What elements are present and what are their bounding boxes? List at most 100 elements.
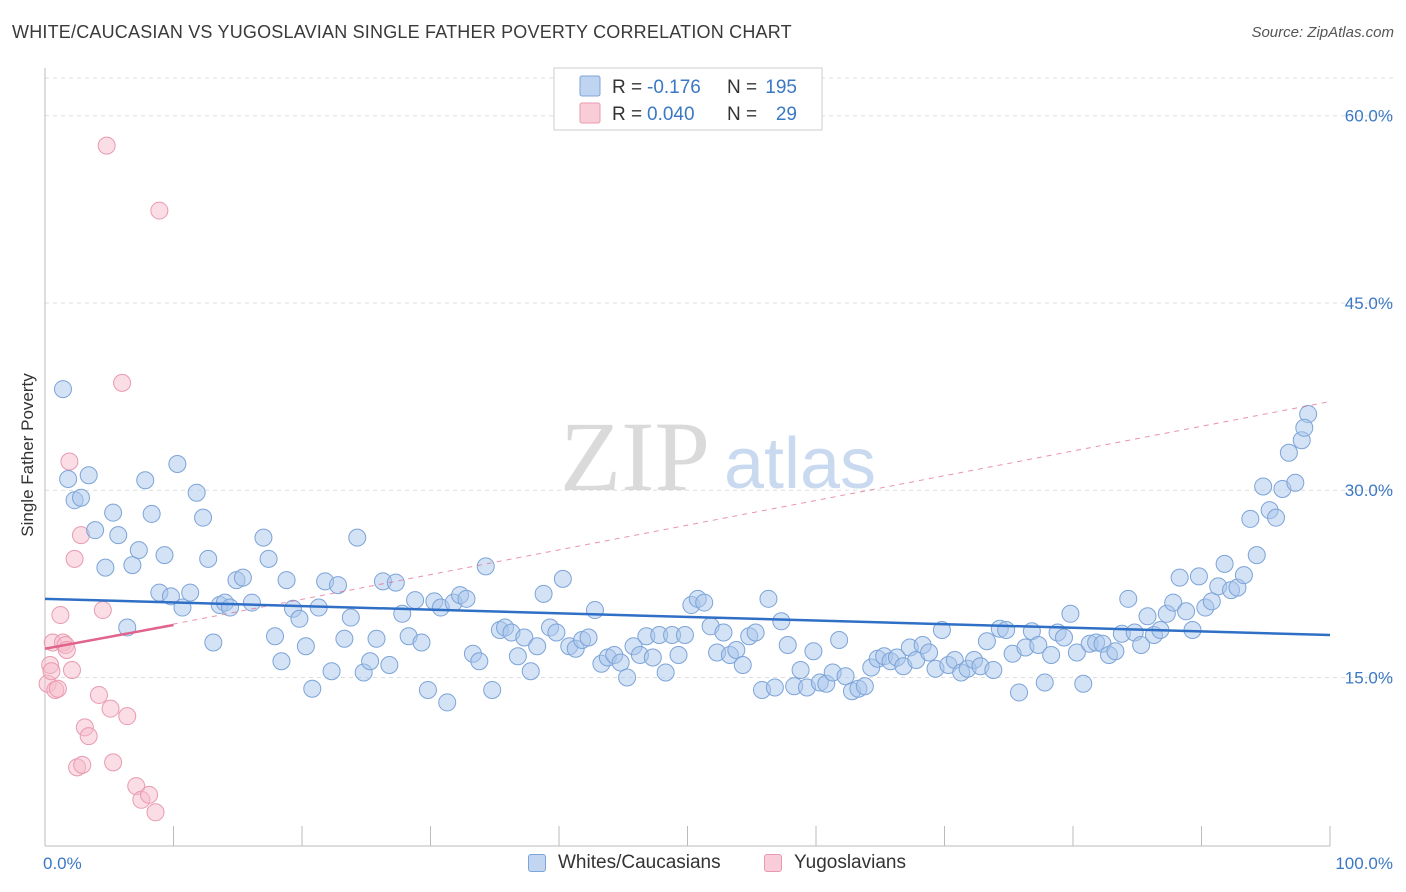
white-point: [1170, 568, 1189, 587]
white-point: [470, 652, 489, 671]
white-point: [643, 648, 662, 667]
yugoslavian-point: [62, 660, 81, 679]
yugoslavian-point: [104, 753, 123, 772]
x-tick-label: 0.0%: [43, 854, 82, 873]
white-point: [290, 609, 309, 628]
white-point: [406, 591, 425, 610]
yugoslavian-point: [79, 727, 98, 746]
white-point: [1177, 602, 1196, 621]
white-point: [579, 628, 598, 647]
yugoslavian-point: [118, 707, 137, 726]
white-point: [136, 471, 155, 490]
legend-swatch-pink: [579, 102, 601, 124]
white-point: [791, 660, 810, 679]
white-point: [695, 593, 714, 612]
white-point: [977, 632, 996, 651]
white-point: [1010, 683, 1029, 702]
white-point: [1055, 628, 1074, 647]
white-point: [476, 557, 495, 576]
legend-n-label: N =: [727, 104, 757, 125]
white-point: [1061, 604, 1080, 623]
white-point: [1295, 418, 1314, 437]
white-point: [1067, 643, 1086, 662]
white-point: [1267, 508, 1286, 527]
white-point: [96, 558, 115, 577]
white-point: [669, 645, 688, 664]
white-point: [997, 621, 1016, 640]
white-point: [254, 528, 273, 547]
white-point: [59, 469, 78, 488]
white-point: [920, 643, 939, 662]
white-point: [266, 627, 285, 646]
bottom-legend-label: Whites/Caucasians: [558, 852, 721, 873]
legend-r-label: R =: [612, 104, 642, 125]
bottom-legend-item-whites: Whites/Caucasians: [528, 852, 721, 874]
white-trend-line: [44, 597, 1331, 637]
white-point: [553, 569, 572, 588]
axes: [44, 68, 1331, 847]
yugoslavian-point: [113, 373, 132, 392]
white-point: [1241, 509, 1260, 528]
yugoslavian-trend-line: [44, 623, 174, 650]
white-point: [155, 546, 174, 565]
white-point: [932, 621, 951, 640]
white-point: [335, 629, 354, 648]
white-point: [483, 680, 502, 699]
source-label: Source: ZipAtlas.com: [1251, 24, 1394, 41]
white-point: [830, 631, 849, 650]
white-point: [1189, 567, 1208, 586]
white-point: [1119, 589, 1138, 608]
watermark-atlas: atlas: [724, 424, 876, 504]
white-point: [528, 637, 547, 656]
white-point: [221, 598, 240, 617]
white-point: [1132, 636, 1151, 655]
white-point: [86, 521, 105, 540]
white-point: [129, 541, 148, 560]
bottom-legend-label: Yugoslavians: [794, 852, 906, 873]
yugoslavians-points: [38, 136, 169, 822]
y-tick-label: 60.0%: [1345, 107, 1393, 126]
white-point: [547, 623, 566, 642]
white-point: [515, 628, 534, 647]
y-tick-label: 30.0%: [1345, 481, 1393, 500]
white-point: [322, 662, 341, 681]
white-point: [367, 629, 386, 648]
yugoslavian-point: [51, 606, 70, 625]
white-point: [303, 679, 322, 698]
white-point: [836, 667, 855, 686]
legend-swatch-blue: [579, 75, 601, 97]
white-point: [348, 528, 367, 547]
legend-r-value: 0.040: [647, 104, 695, 125]
white-point: [71, 488, 90, 507]
white-point: [1202, 592, 1221, 611]
white-point: [168, 454, 187, 473]
white-point: [611, 653, 630, 672]
watermark-zip: ZIP: [560, 401, 710, 512]
watermark: ZIP atlas: [560, 401, 876, 512]
trend-lines: [44, 401, 1331, 650]
bottom-legend-swatch-blue: [528, 854, 546, 872]
white-point: [438, 693, 457, 712]
white-point: [296, 637, 315, 656]
y-tick-label: 15.0%: [1345, 668, 1393, 687]
white-point: [508, 647, 527, 666]
white-point: [1106, 642, 1125, 661]
white-point: [765, 678, 784, 697]
yugoslavian-point: [101, 699, 120, 718]
legend: R = -0.176 N = 195 R = 0.040 N = 29: [553, 67, 823, 131]
yugoslavian-point: [48, 679, 67, 698]
white-point: [1074, 674, 1093, 693]
yugoslavian-point: [97, 136, 116, 155]
x-tick-label: 100.0%: [1335, 854, 1393, 873]
chart-title: WHITE/CAUCASIAN VS YUGOSLAVIAN SINGLE FA…: [12, 22, 792, 42]
tick-labels: 15.0% 30.0% 45.0% 60.0% 0.0% 100.0%: [43, 107, 1393, 873]
white-point: [233, 568, 252, 587]
white-point: [1042, 645, 1061, 664]
yugoslavian-point: [150, 201, 169, 220]
white-point: [1035, 673, 1054, 692]
white-point: [161, 587, 180, 606]
white-point: [123, 556, 142, 575]
yugoslavian-point: [60, 452, 79, 471]
white-point: [1164, 593, 1183, 612]
